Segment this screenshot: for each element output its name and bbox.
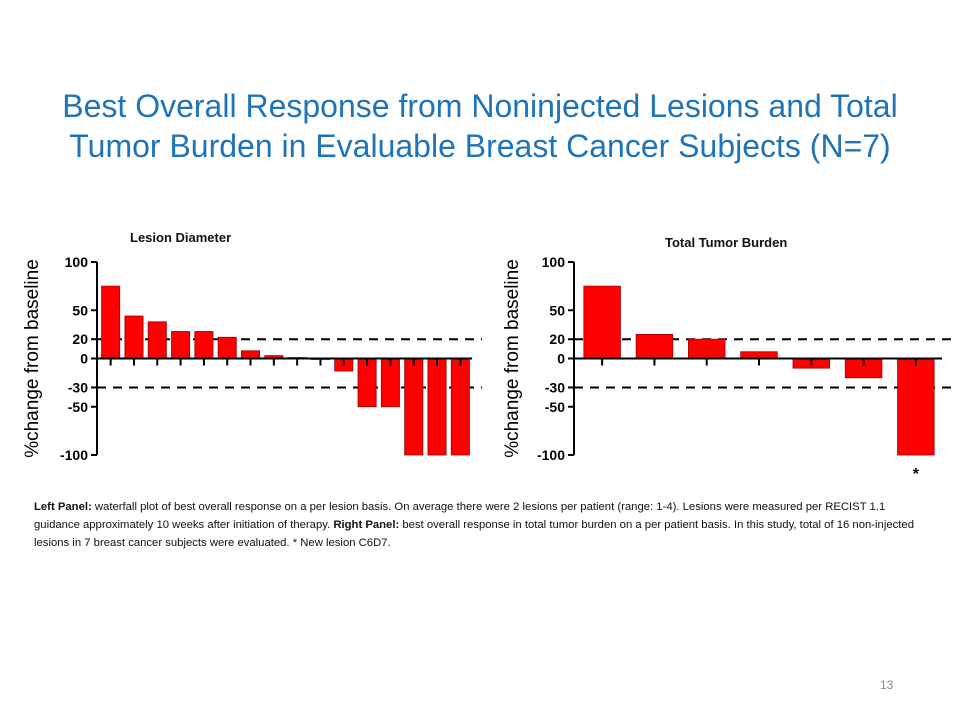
y-axis-label: %change from baseline (22, 259, 43, 458)
y-tick-label: 100 (542, 254, 566, 270)
slide-number: 13 (880, 678, 894, 692)
bar (380, 358, 400, 408)
chart-title-total-tumor-burden: Total Tumor Burden (665, 235, 788, 250)
chart-title-lesion-diameter: Lesion Diameter (130, 230, 232, 245)
bar (450, 358, 470, 456)
y-tick-label: 50 (72, 302, 88, 318)
bar (688, 338, 726, 359)
bar (194, 331, 214, 359)
bar (124, 315, 144, 359)
y-tick-label: 50 (549, 302, 565, 318)
bar (897, 358, 935, 456)
bar (740, 351, 778, 359)
bar-annotation: * (913, 466, 920, 483)
y-tick-label: 20 (72, 331, 88, 347)
y-tick-label: -50 (68, 399, 88, 415)
y-tick-label: -50 (545, 399, 565, 415)
caption-left-label: Left Panel: (34, 501, 92, 513)
y-tick-label: -100 (537, 447, 565, 463)
bar (171, 331, 191, 359)
y-tick-label: 0 (80, 351, 88, 367)
y-tick-label: 100 (65, 254, 89, 270)
waterfall-chart-total-tumor-burden: %change from baseline 100 50 20 0 -30 -50 -100 * (502, 254, 952, 483)
y-axis-label: %change from baseline (502, 259, 523, 458)
bar (427, 358, 447, 456)
bar (217, 336, 237, 359)
bar (147, 321, 167, 359)
waterfall-chart-lesion-diameter: %change from baseline 100 50 20 0 -30 -50 -100 (22, 254, 482, 463)
y-tick-label: 0 (557, 351, 565, 367)
caption-left-text: waterfall plot of best overall response … (34, 501, 886, 531)
bar (101, 285, 121, 359)
bar (583, 285, 621, 359)
slide-title: Best Overall Response from Noninjected L… (62, 88, 898, 164)
y-tick-label: -30 (68, 379, 88, 395)
bar (241, 350, 261, 359)
caption-right-text: best overall response in total tumor bur… (34, 519, 914, 549)
y-tick-label: 20 (549, 331, 565, 347)
bar (635, 333, 674, 359)
y-tick-label: -100 (60, 447, 88, 463)
caption-right-label: Right Panel: (333, 519, 400, 531)
figure-caption: Left Panel: waterfall plot of best overa… (34, 498, 930, 552)
bar (404, 358, 424, 456)
y-tick-label: -30 (545, 379, 565, 395)
bar (357, 358, 377, 408)
